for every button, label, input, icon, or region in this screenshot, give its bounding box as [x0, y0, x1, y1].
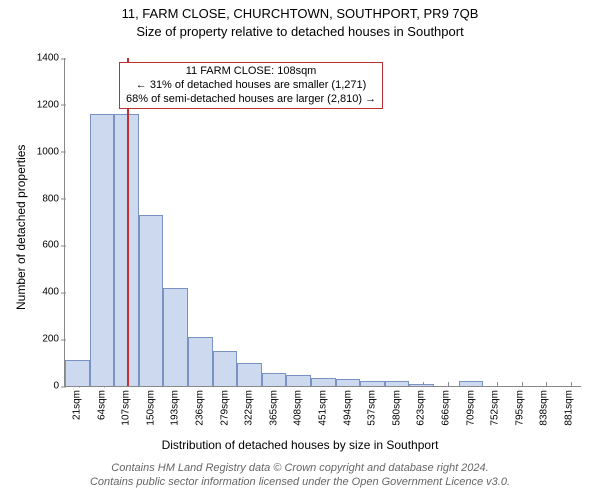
title-subtitle: Size of property relative to detached ho…	[0, 24, 600, 39]
histogram-bar	[360, 381, 385, 386]
histogram-bar	[409, 384, 434, 386]
chart-container: 11, FARM CLOSE, CHURCHTOWN, SOUTHPORT, P…	[0, 0, 600, 500]
x-axis-label: Distribution of detached houses by size …	[0, 438, 600, 452]
histogram-bar	[286, 375, 311, 386]
histogram-bar	[139, 215, 164, 386]
x-tick: 322sqm	[244, 386, 255, 426]
copyright-line-2: Contains public sector information licen…	[0, 476, 600, 489]
callout-smaller: ← 31% of detached houses are smaller (1,…	[126, 79, 376, 93]
x-tick: 279sqm	[219, 386, 230, 426]
copyright-line-1: Contains HM Land Registry data © Crown c…	[0, 462, 600, 475]
y-tick: 1200	[37, 99, 65, 110]
plot-area: 020040060080010001200140021sqm64sqm107sq…	[64, 58, 581, 387]
title-address: 11, FARM CLOSE, CHURCHTOWN, SOUTHPORT, P…	[0, 6, 600, 21]
x-tick: 537sqm	[367, 386, 378, 426]
callout-larger: 68% of semi-detached houses are larger (…	[126, 93, 376, 107]
x-tick: 107sqm	[121, 386, 132, 426]
x-tick: 709sqm	[465, 386, 476, 426]
histogram-bar	[262, 373, 287, 386]
x-tick: 451sqm	[318, 386, 329, 426]
histogram-bar	[459, 381, 484, 386]
x-tick: 623sqm	[416, 386, 427, 426]
callout-size: 11 FARM CLOSE: 108sqm	[126, 65, 376, 79]
x-tick: 150sqm	[145, 386, 156, 426]
x-tick: 795sqm	[514, 386, 525, 426]
x-tick: 752sqm	[490, 386, 501, 426]
histogram-bar	[163, 288, 188, 386]
histogram-bar	[188, 337, 213, 386]
x-tick: 666sqm	[440, 386, 451, 426]
histogram-bar	[65, 360, 90, 386]
x-tick: 580sqm	[391, 386, 402, 426]
x-tick: 236sqm	[195, 386, 206, 426]
property-callout: 11 FARM CLOSE: 108sqm← 31% of detached h…	[119, 62, 383, 109]
x-tick: 881sqm	[563, 386, 574, 426]
y-tick: 0	[53, 381, 65, 392]
y-tick: 400	[42, 287, 65, 298]
histogram-bar	[213, 351, 238, 386]
x-tick: 838sqm	[539, 386, 550, 426]
x-tick: 193sqm	[170, 386, 181, 426]
histogram-bar	[311, 378, 336, 386]
x-tick: 365sqm	[268, 386, 279, 426]
histogram-bar	[336, 379, 361, 386]
y-tick: 600	[42, 240, 65, 251]
y-tick: 1400	[37, 53, 65, 64]
y-tick: 200	[42, 334, 65, 345]
y-axis-label: Number of detached properties	[14, 145, 28, 310]
y-tick: 800	[42, 193, 65, 204]
histogram-bar	[90, 114, 115, 386]
x-tick: 21sqm	[72, 386, 83, 420]
y-tick: 1000	[37, 146, 65, 157]
histogram-bar	[385, 381, 410, 386]
x-tick: 64sqm	[96, 386, 107, 420]
x-tick: 408sqm	[293, 386, 304, 426]
x-tick: 494sqm	[342, 386, 353, 426]
histogram-bar	[237, 363, 262, 386]
